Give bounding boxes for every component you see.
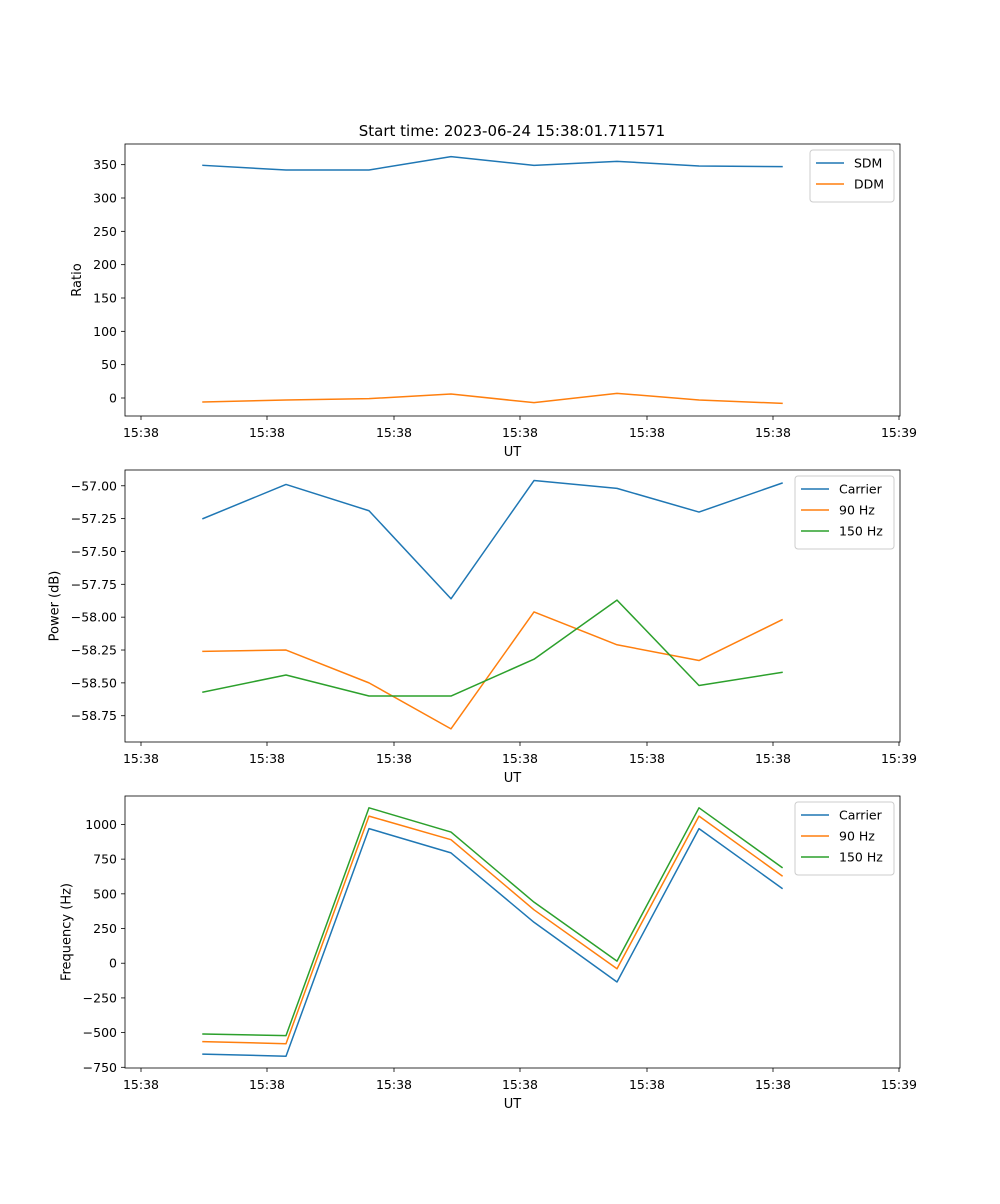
y-tick-label: 200	[93, 257, 117, 272]
x-tick-label: 15:38	[755, 751, 791, 766]
x-tick-label: 15:38	[755, 425, 791, 440]
y-axis-label: Power (dB)	[48, 571, 63, 642]
x-tick-label: 15:38	[502, 1077, 538, 1092]
legend-label: DDM	[854, 177, 884, 192]
legend: SDM DDM	[809, 149, 895, 203]
subplot-2: 15:38 15:38 15:38 15:38 15:38 15:38 15:39 UT −58…	[48, 469, 917, 786]
y-tick-label: 750	[93, 852, 117, 867]
x-tick-label: 15:38	[123, 425, 159, 440]
x-tick-label: 15:38	[376, 425, 412, 440]
x-tick-label: 15:39	[881, 751, 917, 766]
x-tick-label: 15:38	[249, 1077, 285, 1092]
axes-frame	[124, 143, 901, 417]
y-tick-label: −58.25	[71, 643, 117, 658]
legend-label: SDM	[854, 156, 882, 171]
x-tick-label: 15:38	[629, 751, 665, 766]
x-tick-label: 15:38	[123, 751, 159, 766]
x-tick-label: 15:38	[376, 1077, 412, 1092]
series-line-150-hz	[202, 807, 784, 1037]
legend-label: 150 Hz	[839, 850, 883, 865]
y-tick-label: −500	[83, 1025, 117, 1040]
y-tick-label: −57.00	[71, 478, 117, 493]
y-tick-label: 50	[101, 357, 117, 372]
x-tick-label: 15:38	[755, 1077, 791, 1092]
y-tick-label: 500	[93, 886, 117, 901]
x-axis-label: UT	[504, 445, 522, 460]
legend: Carrier 90 Hz 150 Hz	[794, 801, 895, 876]
x-axis-label: UT	[504, 1097, 522, 1112]
y-tick-label: 350	[93, 157, 117, 172]
y-tick-label: −58.75	[71, 708, 117, 723]
subplot-3: 15:38 15:38 15:38 15:38 15:38 15:38 15:39 UT −75…	[60, 795, 917, 1112]
y-tick-label: −57.50	[71, 544, 117, 559]
y-tick-label: 300	[93, 191, 117, 206]
y-tick-label: 1000	[85, 817, 117, 832]
x-tick-label: 15:38	[502, 425, 538, 440]
y-tick-label: −58.00	[71, 610, 117, 625]
x-tick-label: 15:38	[123, 1077, 159, 1092]
axes-frame	[124, 795, 901, 1069]
series-line-carrier	[202, 827, 784, 1057]
y-axis-label: Frequency (Hz)	[60, 883, 75, 981]
x-tick-label: 15:38	[376, 751, 412, 766]
y-tick-label: −58.50	[71, 675, 117, 690]
series-line-sdm	[202, 155, 783, 171]
legend-label: 150 Hz	[839, 524, 883, 539]
legend-label: Carrier	[839, 482, 883, 497]
series-line-90-hz	[202, 611, 784, 730]
series-line-150-hz	[202, 599, 783, 697]
y-tick-label: 250	[93, 921, 117, 936]
x-axis-label: UT	[504, 771, 522, 786]
subplot-1: 15:38 15:38 15:38 15:38 15:38 15:38 15:39 UT 0 50…	[70, 143, 917, 460]
y-tick-label: −57.75	[71, 577, 117, 592]
y-tick-label: 150	[93, 291, 117, 306]
legend: Carrier 90 Hz 150 Hz	[794, 475, 895, 550]
y-tick-label: −250	[83, 990, 117, 1005]
chart-title: Start time: 2023-06-24 15:38:01.711571	[359, 122, 665, 140]
legend-label: Carrier	[839, 808, 883, 823]
y-tick-label: 100	[93, 324, 117, 339]
x-tick-label: 15:38	[629, 425, 665, 440]
x-tick-label: 15:38	[249, 751, 285, 766]
x-tick-label: 15:38	[502, 751, 538, 766]
axes-frame	[124, 469, 901, 743]
series-line-90-hz	[202, 815, 784, 1045]
legend-label: 90 Hz	[839, 829, 875, 844]
y-axis-label: Ratio	[70, 263, 85, 296]
x-tick-label: 15:38	[249, 425, 285, 440]
x-tick-label: 15:39	[881, 1077, 917, 1092]
y-tick-label: −57.25	[71, 511, 117, 526]
series-line-ddm	[202, 392, 783, 405]
y-tick-label: 0	[109, 391, 117, 406]
x-tick-label: 15:39	[881, 425, 917, 440]
series-line-carrier	[202, 479, 783, 600]
legend-label: 90 Hz	[839, 503, 875, 518]
y-tick-label: 0	[109, 956, 117, 971]
y-tick-label: 250	[93, 224, 117, 239]
x-tick-label: 15:38	[629, 1077, 665, 1092]
y-tick-label: −750	[83, 1060, 117, 1075]
